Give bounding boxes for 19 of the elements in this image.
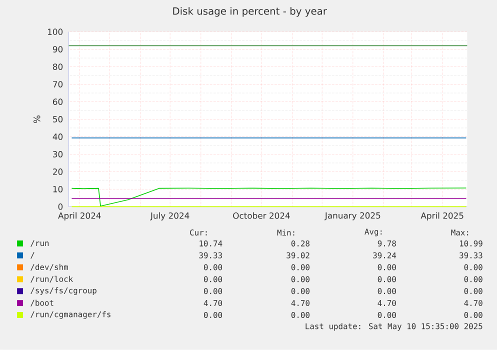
y-tick-label: 0	[58, 204, 63, 210]
y-tick-label: 40	[52, 134, 63, 140]
x-tick-label: April 2025	[420, 212, 464, 221]
chart-title: Disk usage in percent - by year	[173, 7, 327, 17]
y-tick-label: 70	[53, 81, 63, 88]
y-tick-label: 80	[52, 64, 63, 70]
y-tick-label: 10	[53, 186, 63, 192]
line-series	[71, 188, 467, 207]
y-tick-label: 50	[53, 116, 63, 123]
y-tick-label: 30	[53, 151, 63, 158]
x-tick-label: April 2024	[58, 212, 101, 221]
y-tick-label: 60	[53, 98, 63, 106]
x-tick-label: January 2025	[324, 212, 380, 220]
y-tick-label: 100	[48, 28, 63, 36]
x-tick-label: October 2024	[233, 212, 290, 219]
y-axis-title: %	[34, 116, 40, 124]
y-tick-label: 90	[52, 46, 63, 53]
y-tick-label: 20	[53, 168, 63, 175]
x-tick-label: July 2024	[150, 212, 190, 221]
